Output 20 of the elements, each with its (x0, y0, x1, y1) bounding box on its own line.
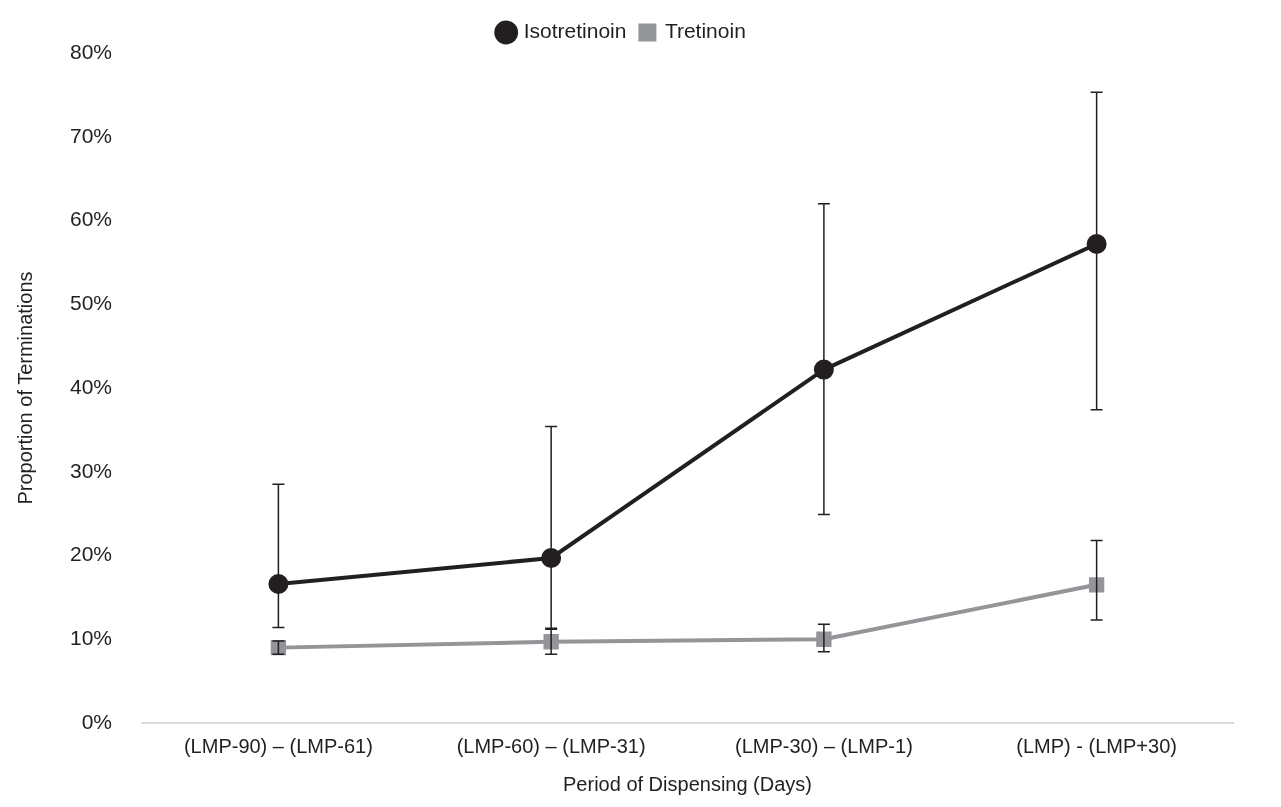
point (1086, 233, 1107, 254)
y-tick-label: 40% (70, 374, 113, 398)
y-tick-label: 0% (81, 709, 113, 733)
legend-label: Isotretinoin (523, 19, 627, 43)
y-tick-label: 30% (70, 458, 113, 482)
y-tick-label: 70% (70, 123, 113, 147)
x-tick-label: (LMP) - (LMP+30) (1016, 734, 1177, 757)
x-tick-label: (LMP-30) – (LMP-1) (734, 734, 913, 757)
y-tick-label: 80% (70, 39, 113, 63)
legend-label: Tretinoin (664, 19, 746, 43)
x-tick-label: (LMP-90) – (LMP-61) (183, 734, 373, 757)
x-axis-title: Period of Dispensing (Days) (563, 772, 813, 795)
y-tick-label: 10% (70, 626, 113, 650)
y-tick-label: 20% (70, 542, 113, 566)
point (1088, 577, 1105, 593)
y-axis-title: Proportion of Terminations (13, 271, 36, 505)
y-tick-label: 50% (70, 291, 113, 315)
y-tick-label: 60% (70, 207, 113, 231)
x-tick-label: (LMP-60) – (LMP-31) (456, 734, 646, 757)
point (268, 573, 289, 594)
